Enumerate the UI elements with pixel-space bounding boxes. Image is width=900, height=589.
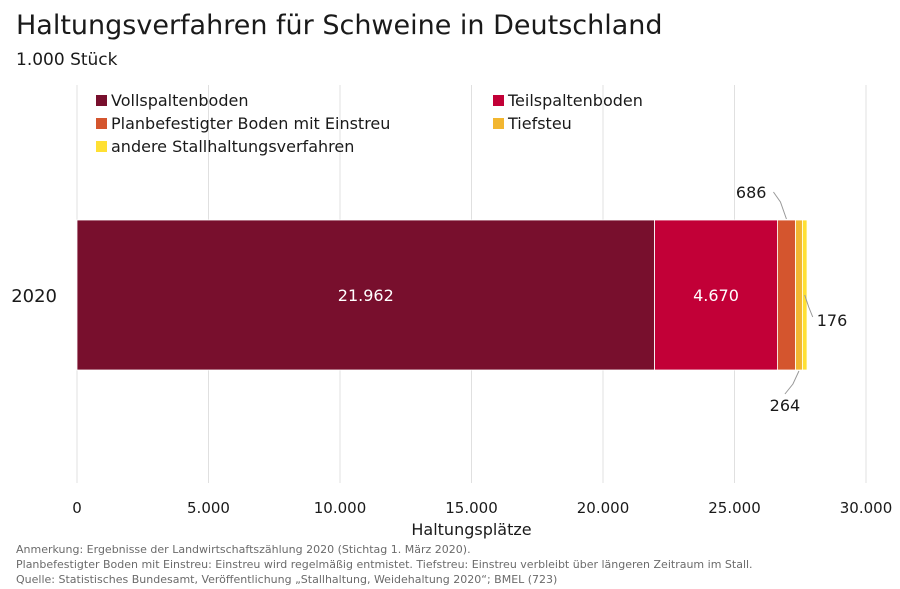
x-tick-label: 15.000 xyxy=(445,499,498,517)
legend-label: Vollspaltenboden xyxy=(111,91,248,110)
leader-line xyxy=(773,191,787,220)
x-tick-label: 30.000 xyxy=(840,499,893,517)
legend-swatch xyxy=(96,141,107,152)
footnote-source: Quelle: Statistisches Bundesamt, Veröffe… xyxy=(16,573,558,586)
leader-line xyxy=(804,294,814,318)
x-tick-label: 10.000 xyxy=(314,499,367,517)
legend-swatch xyxy=(96,95,107,106)
x-tick-label: 0 xyxy=(72,499,82,517)
legend-swatch xyxy=(96,118,107,129)
chart-subtitle: 1.000 Stück xyxy=(16,50,118,70)
chart-title: Haltungsverfahren für Schweine in Deutsc… xyxy=(16,10,663,41)
data-label: 264 xyxy=(770,396,801,415)
legend-label: andere Stallhaltungsverfahren xyxy=(111,137,354,156)
data-label: 4.670 xyxy=(693,286,739,305)
x-tick-label: 20.000 xyxy=(577,499,630,517)
legend-label: Planbefestigter Boden mit Einstreu xyxy=(111,114,390,133)
leader-line xyxy=(784,370,800,395)
bar-segment xyxy=(777,219,796,371)
footnote-note: Anmerkung: Ergebnisse der Landwirtschaft… xyxy=(16,543,471,556)
bar-segment xyxy=(654,219,778,371)
legend-swatch xyxy=(493,95,504,106)
x-tick-label: 25.000 xyxy=(708,499,761,517)
x-tick-label: 5.000 xyxy=(187,499,230,517)
data-label: 686 xyxy=(736,183,767,202)
data-label: 21.962 xyxy=(338,286,394,305)
category-label: 2020 xyxy=(11,286,57,307)
legend-label: Tiefsteu xyxy=(507,114,572,133)
data-label: 176 xyxy=(817,311,848,330)
footnote-definitions: Planbefestigter Boden mit Einstreu: Eins… xyxy=(16,558,753,571)
legend-label: Teilspaltenboden xyxy=(507,91,643,110)
bar-segment xyxy=(76,219,656,371)
legend-swatch xyxy=(493,118,504,129)
bar-segment xyxy=(795,219,803,371)
x-axis-label: Haltungsplätze xyxy=(411,520,531,539)
